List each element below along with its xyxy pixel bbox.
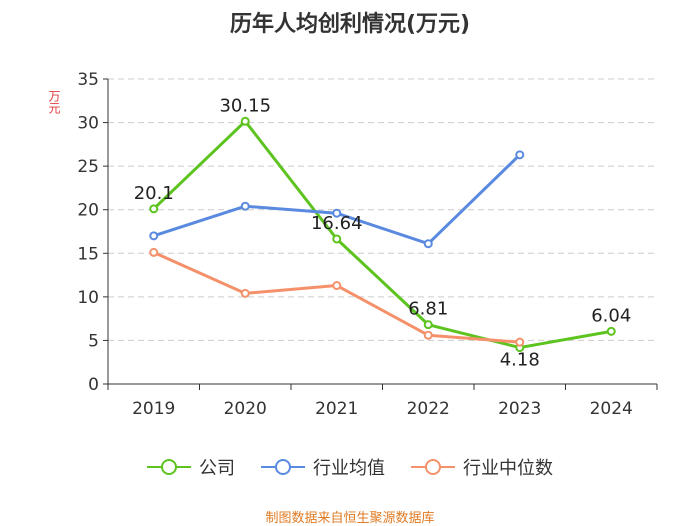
data-point-1 <box>423 239 433 249</box>
data-point-0 <box>332 234 342 244</box>
data-label: 6.04 <box>591 305 631 326</box>
legend-label-industry-median: 行业中位数 <box>463 458 553 479</box>
series-line-0 <box>152 119 612 350</box>
data-point-1 <box>515 150 525 160</box>
data-point-1 <box>240 201 250 211</box>
x-tick-label: 2022 <box>407 399 450 419</box>
y-tick-label: 0 <box>88 375 99 395</box>
y-tick-label: 25 <box>77 157 99 177</box>
legend-swatch-company <box>147 459 191 475</box>
data-label: 6.81 <box>408 299 448 320</box>
chart-title: 历年人均创利情况(万元) <box>229 12 471 37</box>
data-label: 20.1 <box>134 183 174 204</box>
y-tick-label: 5 <box>88 331 99 351</box>
y-tick-label: 30 <box>77 114 99 134</box>
data-label: 4.18 <box>500 350 540 371</box>
y-tick-label: 20 <box>77 201 99 221</box>
data-point-1 <box>149 231 159 241</box>
legend-label-company: 公司 <box>199 458 235 479</box>
data-point-0 <box>423 320 433 330</box>
data-point-2 <box>332 281 342 291</box>
data-label: 16.64 <box>311 213 363 234</box>
x-tick-label: 2021 <box>315 399 358 419</box>
y-axis-unit: 万元 <box>47 90 61 114</box>
data-point-0 <box>149 204 159 214</box>
y-tick-label: 35 <box>77 70 99 90</box>
legend-swatch-industry-mean <box>261 459 305 475</box>
data-point-1 <box>332 208 342 218</box>
x-tick-label: 2023 <box>498 399 541 419</box>
data-point-0 <box>606 326 616 336</box>
y-tick-label: 10 <box>77 288 99 308</box>
x-tick-label: 2019 <box>132 399 175 419</box>
data-point-2 <box>240 288 250 298</box>
legend-swatch-industry-median <box>411 459 455 475</box>
data-point-0 <box>240 116 250 126</box>
legend-item-industry-mean[interactable]: 行业均值 <box>261 454 385 480</box>
source-note: 制图数据来自恒生聚源数据库 <box>265 511 435 526</box>
x-tick-label: 2024 <box>590 399 633 419</box>
data-point-2 <box>515 337 525 347</box>
data-label: 30.15 <box>219 95 271 116</box>
legend-label-industry-mean: 行业均值 <box>313 458 385 479</box>
legend-item-company[interactable]: 公司 <box>147 454 235 480</box>
y-tick-label: 15 <box>77 244 99 264</box>
legend: 公司 行业均值 行业中位数 <box>0 454 700 480</box>
data-point-2 <box>423 330 433 340</box>
x-tick-label: 2020 <box>224 399 267 419</box>
legend-item-industry-median[interactable]: 行业中位数 <box>411 454 553 480</box>
data-point-2 <box>149 247 159 257</box>
